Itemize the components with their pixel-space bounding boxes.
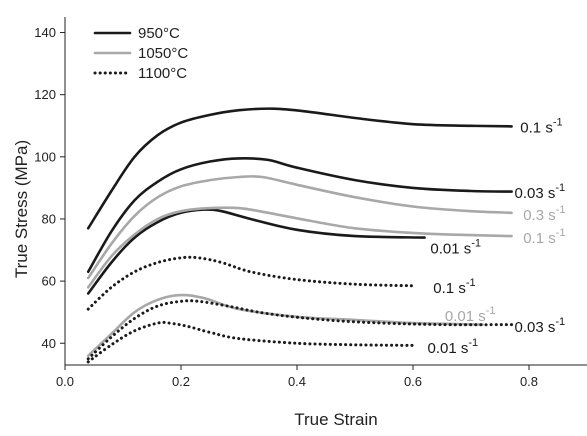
curve-label-base: 0.01 s [428, 340, 469, 357]
curve-label-exponent: -1 [553, 116, 563, 128]
x-tick-label: 0.0 [56, 374, 74, 389]
series-line-8 [86, 320, 415, 364]
series-line-1 [86, 156, 513, 274]
curve-label: 0.03 s-1 [515, 316, 566, 336]
curve-label: 0.1 s-1 [523, 227, 565, 247]
series-line-5 [86, 293, 484, 357]
x-axis-label: True Strain [294, 410, 377, 429]
x-tick-label: 0.6 [404, 374, 422, 389]
series-line-6 [86, 255, 415, 311]
y-tick-label: 100 [34, 149, 56, 164]
curve-label-exponent: -1 [556, 227, 566, 239]
legend-entry-label: 1050°C [138, 45, 188, 62]
curve-label: 0.1 s-1 [433, 277, 475, 297]
series-line-3 [86, 174, 513, 280]
curve-label-base: 0.3 s [523, 207, 556, 224]
y-tick-label: 60 [42, 274, 56, 289]
y-tick-label: 120 [34, 87, 56, 102]
curve-labels: 0.1 s-10.03 s-10.3 s-10.1 s-10.01 s-10.1… [428, 116, 566, 357]
curve-label-exponent: -1 [466, 277, 476, 289]
legend-entry-label: 1100°C [138, 65, 187, 82]
x-tick-label: 0.2 [172, 374, 190, 389]
axes: 0.0 0.2 0.4 0.6 0.8 40 60 80 100 120 140 [34, 17, 587, 389]
curves [86, 107, 514, 364]
curve-label-exponent: -1 [556, 204, 566, 216]
curve-label-exponent: -1 [555, 316, 565, 328]
curve-label: 0.03 s-1 [515, 182, 566, 202]
curve-label-base: 0.01 s [430, 240, 471, 257]
curve-label-base: 0.03 s [515, 185, 556, 202]
curve-label-base: 0.03 s [515, 319, 556, 336]
series-line-4 [86, 206, 513, 289]
y-tick-label: 40 [42, 336, 56, 351]
legend: 950°C 1050°C 1100°C [93, 25, 188, 82]
y-axis-label: True Stress (MPa) [12, 140, 31, 278]
curve-label-base: 0.1 s [433, 280, 466, 297]
curve-label-exponent: -1 [471, 237, 481, 249]
curve-label: 0.01 s-1 [430, 237, 481, 257]
y-tick-label: 80 [42, 211, 56, 226]
curve-label: 0.01 s-1 [445, 305, 496, 325]
curve-label: 0.01 s-1 [428, 337, 479, 357]
series-line-7 [86, 299, 514, 361]
series-line-2 [86, 208, 426, 295]
curve-label: 0.3 s-1 [523, 204, 565, 224]
curve-label-exponent: -1 [555, 182, 565, 194]
legend-entry-label: 950°C [138, 25, 180, 42]
curve-label-exponent: -1 [468, 337, 478, 349]
x-tick-label: 0.8 [520, 374, 538, 389]
series-line-0 [86, 107, 513, 230]
curve-label-base: 0.1 s [520, 119, 553, 136]
curve-label-base: 0.01 s [445, 308, 486, 325]
curve-label: 0.1 s-1 [520, 116, 562, 136]
x-tick-label: 0.4 [288, 374, 306, 389]
curve-label-exponent: -1 [486, 305, 496, 317]
curve-label-base: 0.1 s [523, 230, 556, 247]
y-tick-label: 140 [34, 25, 56, 40]
